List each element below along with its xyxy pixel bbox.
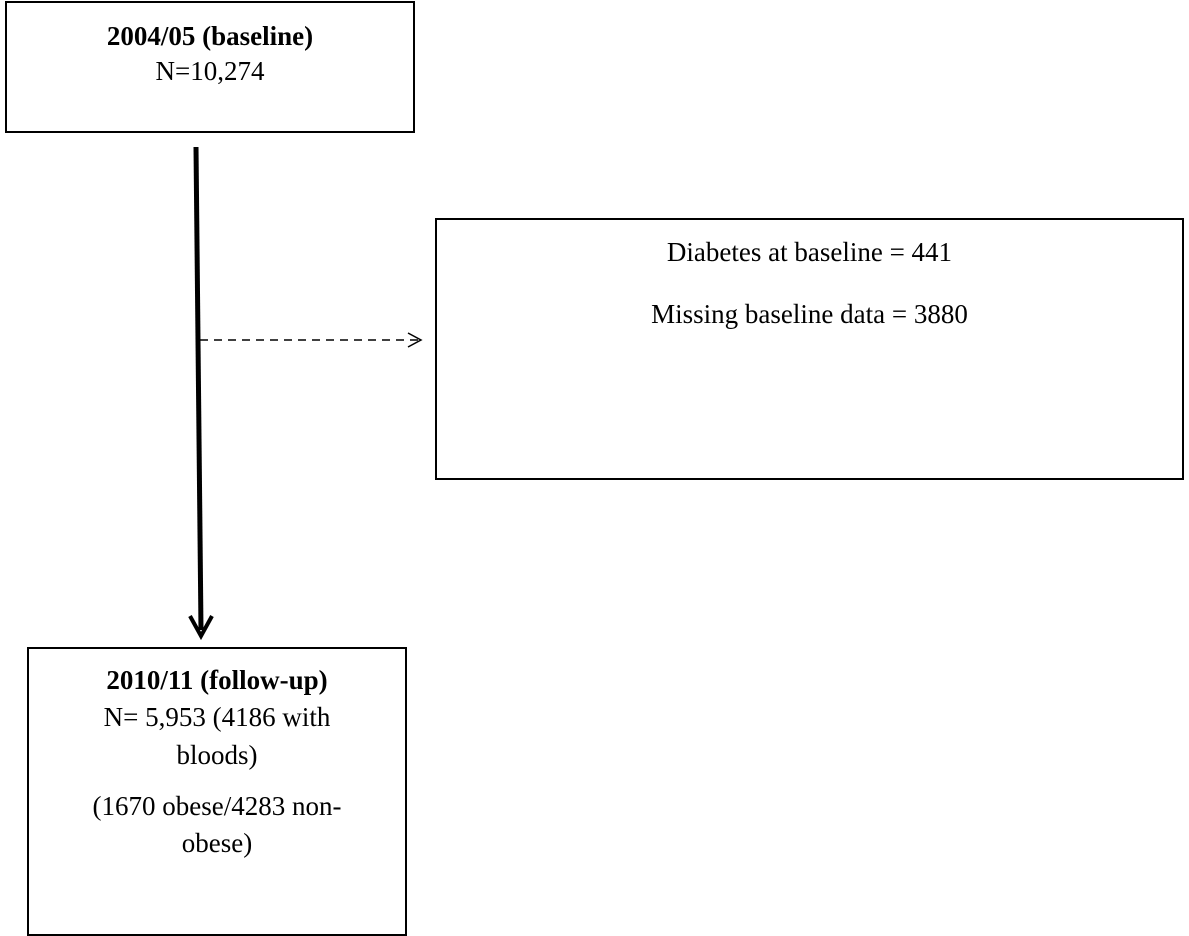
followup-split-line2: obese): [181, 828, 253, 858]
exclusion-arrowhead: [407, 332, 423, 348]
baseline-box: 2004/05 (baseline) N=10,274: [5, 1, 415, 133]
exclusion-diabetes: Diabetes at baseline = 441: [666, 237, 953, 267]
followup-count-line2: bloods): [176, 739, 258, 770]
exclusion-box: Diabetes at baseline = 441 Missing basel…: [435, 218, 1184, 480]
followup-count-line1: N= 5,953 (4186 with: [103, 702, 331, 733]
main-flow-arrow-shaft: [193, 146, 204, 631]
followup-split-line1: (1670 obese/4283 non-: [92, 790, 342, 821]
followup-title: 2010/11 (follow-up): [106, 665, 328, 695]
exclusion-missing-data: Missing baseline data = 3880: [651, 299, 968, 330]
baseline-title: 2004/05 (baseline): [106, 21, 314, 51]
main-flow-arrowhead: [188, 615, 214, 641]
baseline-count: N=10,274: [155, 56, 265, 87]
followup-box: 2010/11 (follow-up) N= 5,953 (4186 with …: [27, 647, 407, 936]
